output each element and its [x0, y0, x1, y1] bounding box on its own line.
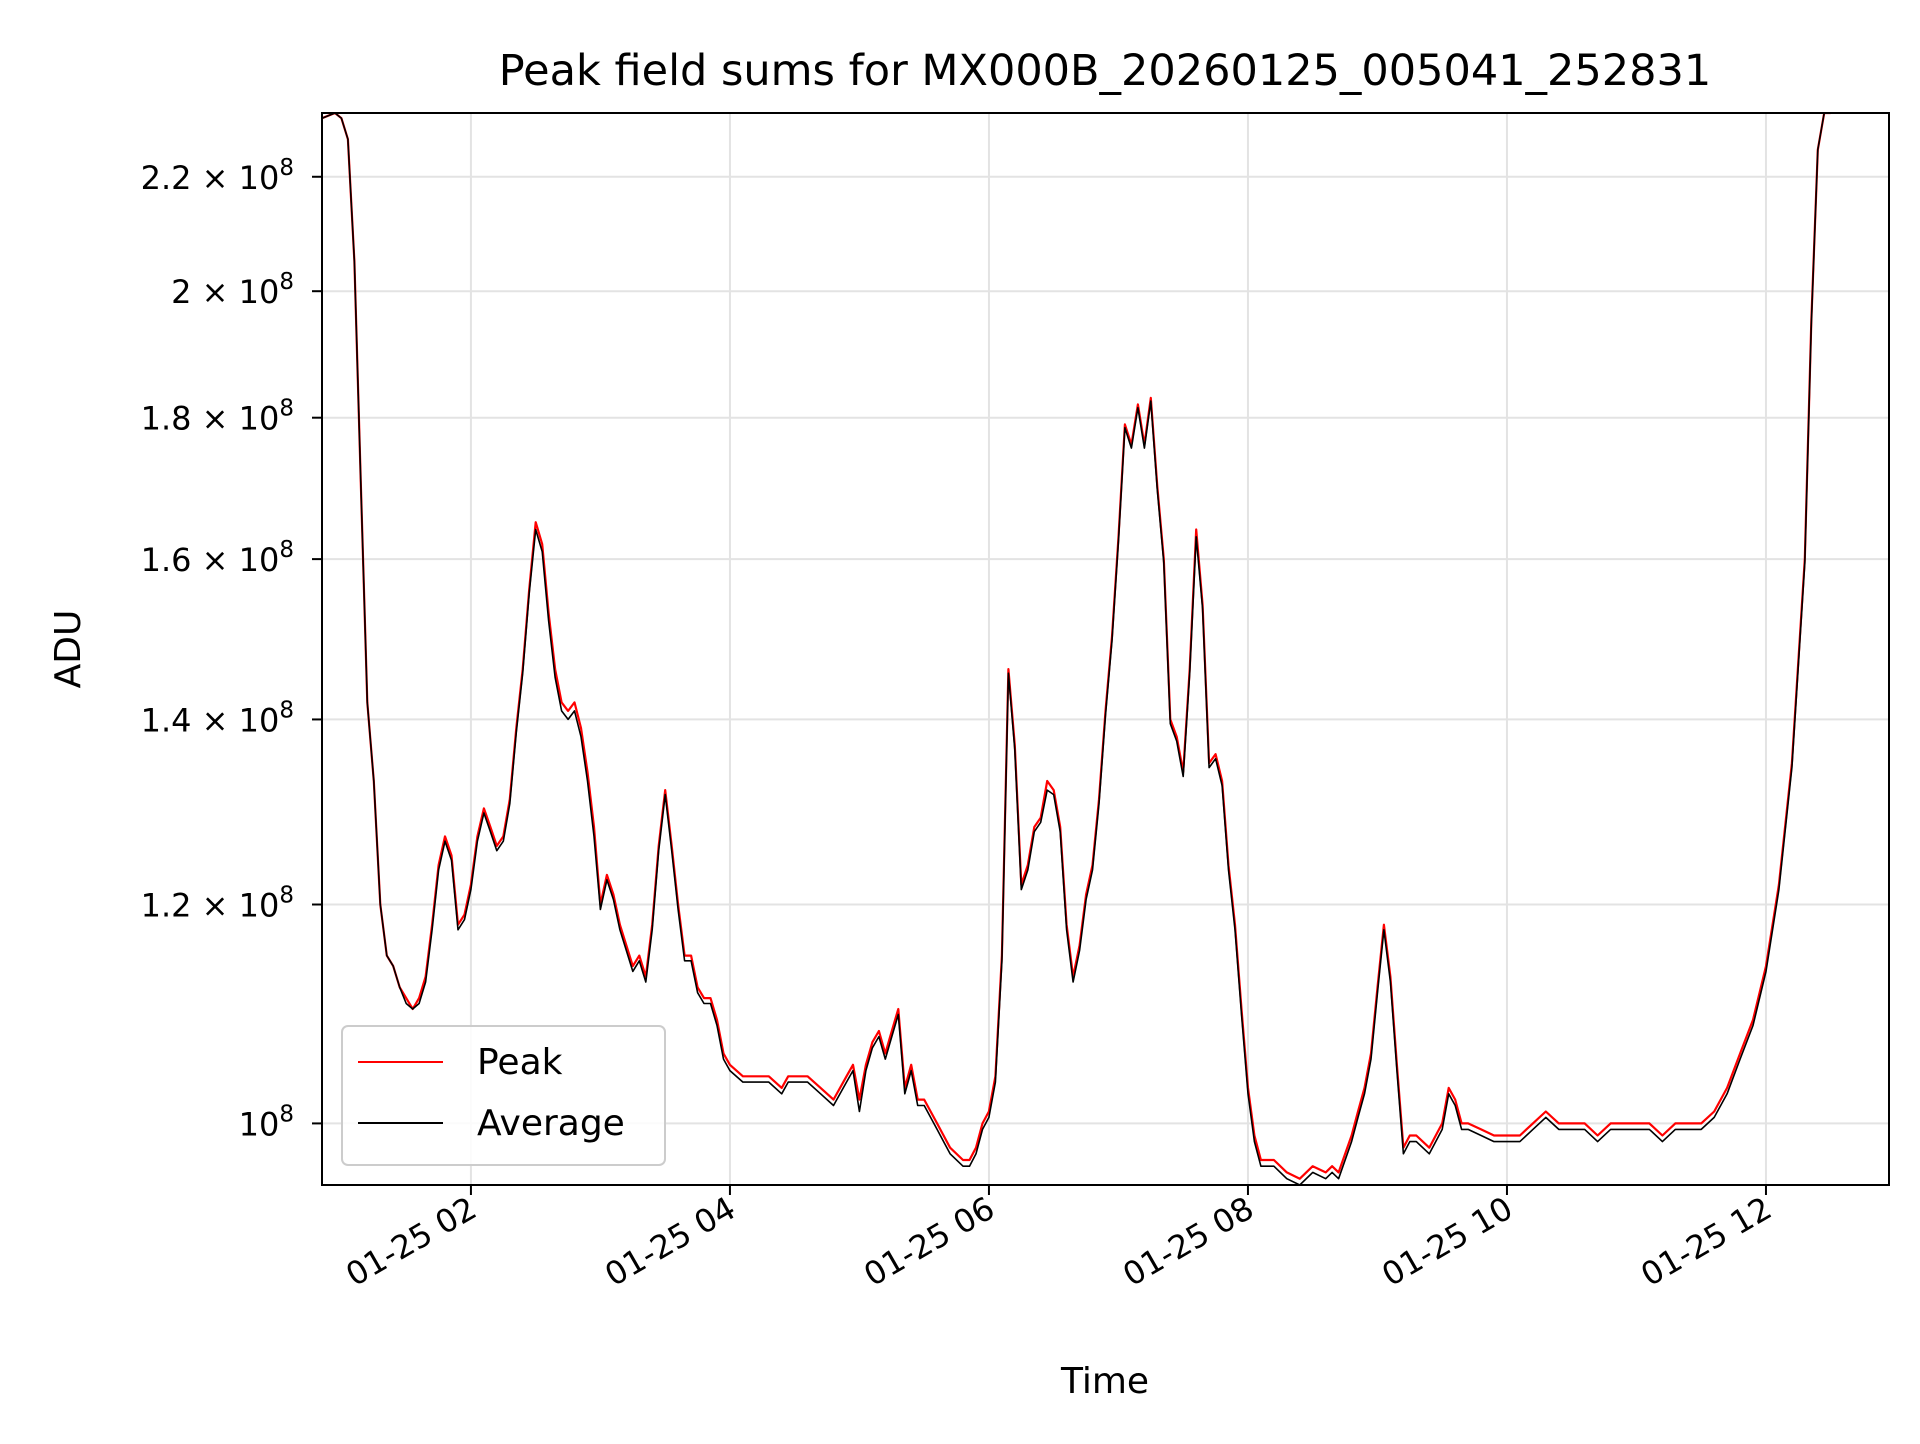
legend-label-average: Average [477, 1103, 625, 1144]
chart-title: Peak field sums for MX000B_20260125_0050… [499, 46, 1711, 96]
x-axis-label: Time [1060, 1361, 1149, 1402]
y-tick-label: 1.2 × 108 [141, 883, 294, 925]
legend-box [341, 1025, 666, 1166]
y-tick-label: 108 [239, 1101, 294, 1143]
y-axis: 108 1.2 × 108 1.4 × 108 1.6 × 108 1.8 × 108 2… [141, 155, 322, 1143]
legend: Peak Average [341, 1025, 666, 1166]
y-axis-label: ADU [48, 610, 89, 689]
y-tick-label: 1.6 × 108 [141, 537, 294, 579]
series-line-peak [322, 113, 1831, 1180]
y-tick-label: 2.2 × 108 [141, 155, 294, 197]
x-tick-label: 01-25 02 [339, 1189, 483, 1294]
series-line-average [322, 113, 1831, 1185]
x-tick-label: 01-25 04 [598, 1189, 742, 1294]
legend-label-peak: Peak [477, 1042, 563, 1083]
grid-lines [322, 113, 1889, 1185]
y-tick-label: 1.8 × 108 [141, 396, 294, 438]
x-tick-label: 01-25 12 [1634, 1189, 1778, 1294]
x-tick-label: 01-25 10 [1375, 1189, 1519, 1294]
plot-frame [321, 112, 1890, 1186]
y-tick-label: 1.4 × 108 [141, 697, 294, 739]
x-tick-label: 01-25 08 [1116, 1189, 1260, 1294]
x-tick-label: 01-25 06 [857, 1189, 1001, 1294]
y-tick-label: 2 × 108 [171, 269, 294, 311]
x-axis: 01-25 02 01-25 04 01-25 06 01-25 08 01-25 10… [339, 1185, 1778, 1294]
